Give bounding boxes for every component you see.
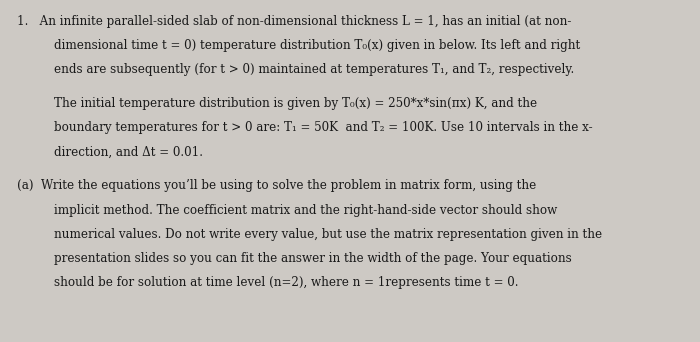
- Text: ends are subsequently (for t > 0) maintained at temperatures T₁, and T₂, respect: ends are subsequently (for t > 0) mainta…: [54, 63, 574, 76]
- Text: 1.   An infinite parallel-sided slab of non-dimensional thickness L = 1, has an : 1. An infinite parallel-sided slab of no…: [18, 15, 572, 28]
- Text: numerical values. Do not write every value, but use the matrix representation gi: numerical values. Do not write every val…: [54, 228, 602, 241]
- Text: presentation slides so you can fit the answer in the width of the page. Your equ: presentation slides so you can fit the a…: [54, 252, 571, 265]
- Text: boundary temperatures for t > 0 are: T₁ = 50K  and T₂ = 100K. Use 10 intervals i: boundary temperatures for t > 0 are: T₁ …: [54, 121, 592, 134]
- Text: dimensional time t = 0) temperature distribution T₀(x) given in below. Its left : dimensional time t = 0) temperature dist…: [54, 39, 580, 52]
- Text: implicit method. The coefficient matrix and the right-hand-side vector should sh: implicit method. The coefficient matrix …: [54, 203, 557, 216]
- Text: direction, and Δt = 0.01.: direction, and Δt = 0.01.: [54, 146, 202, 159]
- Text: (a)  Write the equations you’ll be using to solve the problem in matrix form, us: (a) Write the equations you’ll be using …: [18, 180, 536, 193]
- Text: should be for solution at time level (n=2), where n = 1represents time t = 0.: should be for solution at time level (n=…: [54, 276, 518, 289]
- Text: The initial temperature distribution is given by T₀(x) = 250*x*sin(πx) K, and th: The initial temperature distribution is …: [54, 97, 537, 110]
